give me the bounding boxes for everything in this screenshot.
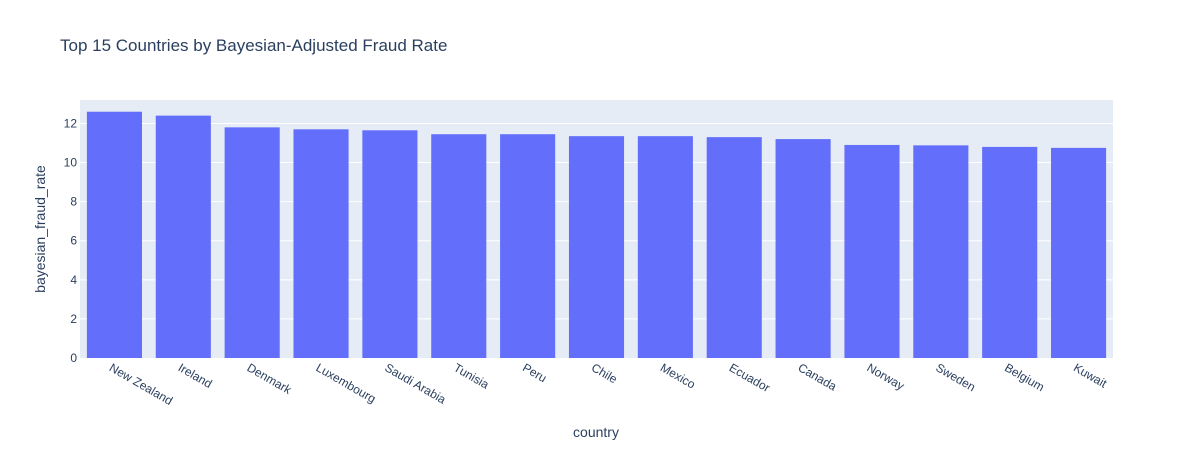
bar-norway[interactable]: [844, 144, 900, 358]
x-tick-label: Luxembourg: [314, 360, 379, 405]
x-tick-label: Canada: [796, 360, 840, 393]
x-axis-title: country: [573, 424, 619, 440]
bar-belgium[interactable]: [982, 146, 1038, 358]
bar-ecuador[interactable]: [706, 137, 762, 358]
x-tick-label: Norway: [864, 360, 906, 392]
bar-mexico[interactable]: [637, 136, 693, 358]
x-tick-label: Peru: [520, 360, 549, 385]
x-tick-label: Saudi Arabia: [382, 360, 448, 406]
y-tick-label: 6: [70, 234, 77, 248]
x-tick-label: Belgium: [1002, 360, 1047, 394]
x-tick-label: Ecuador: [727, 360, 773, 394]
bar-sweden[interactable]: [913, 145, 969, 358]
x-axis-ticks: New Zealand Ireland Denmark Luxembourg Saudi…: [107, 360, 1110, 407]
x-tick-label: Tunisia: [451, 360, 491, 391]
x-tick-label: Denmark: [245, 360, 295, 397]
bar-peru[interactable]: [500, 134, 556, 358]
x-tick-label: Sweden: [933, 360, 978, 394]
chart-title: Top 15 Countries by Bayesian-Adjusted Fr…: [60, 36, 447, 55]
y-axis-ticks: 0 2 4 6 8 10 12: [64, 116, 78, 365]
bar-ireland[interactable]: [155, 115, 211, 359]
bar-luxembourg[interactable]: [293, 129, 349, 358]
bars: [86, 111, 1107, 359]
y-axis-title: bayesian_fraud_rate: [32, 165, 48, 293]
bar-saudi-arabia[interactable]: [362, 130, 418, 358]
x-tick-label: Ireland: [176, 360, 215, 390]
x-tick-label: New Zealand: [107, 360, 175, 407]
y-tick-label: 0: [70, 351, 77, 365]
y-tick-label: 2: [70, 312, 77, 326]
x-tick-label: Mexico: [658, 360, 698, 391]
bar-denmark[interactable]: [224, 127, 280, 358]
y-tick-label: 10: [64, 156, 78, 170]
x-tick-label: Kuwait: [1071, 360, 1110, 390]
bar-kuwait[interactable]: [1051, 147, 1107, 358]
bar-new-zealand[interactable]: [86, 111, 142, 359]
x-tick-label: Chile: [589, 360, 620, 386]
bar-canada[interactable]: [775, 139, 831, 358]
y-tick-label: 12: [64, 116, 78, 130]
bar-chile[interactable]: [568, 136, 625, 358]
y-tick-label: 4: [70, 273, 77, 287]
bar-tunisia[interactable]: [431, 134, 487, 358]
y-tick-label: 8: [70, 195, 77, 209]
